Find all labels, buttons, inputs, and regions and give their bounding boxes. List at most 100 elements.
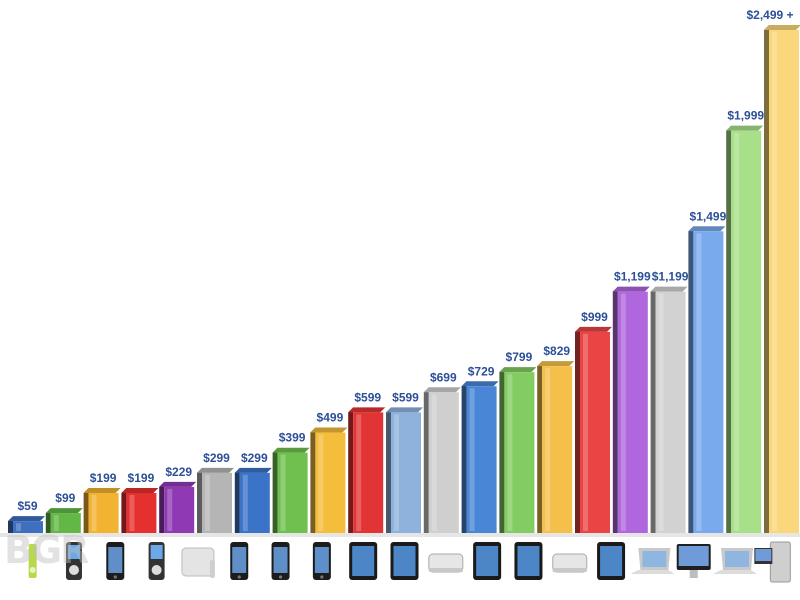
ipad-icon bbox=[514, 542, 543, 580]
mac-pro-icon bbox=[754, 541, 791, 583]
ipad-icon bbox=[597, 542, 626, 580]
value-label: $1,999 bbox=[727, 109, 764, 123]
bar-top bbox=[726, 125, 764, 131]
bar bbox=[688, 226, 726, 533]
bar-top bbox=[537, 361, 575, 367]
value-label: $299 bbox=[241, 451, 268, 465]
bar-top bbox=[310, 427, 348, 433]
bar-front bbox=[50, 513, 81, 533]
bar bbox=[348, 407, 386, 533]
bar-highlight bbox=[545, 368, 551, 531]
bar-top bbox=[8, 516, 45, 522]
value-label: $1,499 bbox=[690, 209, 727, 223]
bar-front bbox=[202, 472, 232, 533]
bar-side bbox=[575, 326, 580, 533]
bar-highlight bbox=[242, 474, 248, 531]
bar bbox=[537, 361, 575, 533]
value-label: $99 bbox=[55, 491, 75, 505]
bars-group bbox=[0, 25, 800, 537]
ipad-icon bbox=[349, 542, 378, 580]
iphone-icon bbox=[230, 542, 249, 580]
bar-highlight bbox=[734, 132, 740, 531]
bar-front bbox=[239, 472, 270, 533]
bar-highlight bbox=[91, 494, 97, 531]
ipod-nano-icon bbox=[65, 542, 82, 580]
bar bbox=[121, 487, 159, 533]
ipod-shuffle-icon bbox=[28, 544, 37, 578]
bgr-watermark: BGR bbox=[4, 528, 89, 572]
bar bbox=[8, 516, 45, 533]
value-label: $1,199 bbox=[614, 270, 651, 284]
mac-mini-icon bbox=[428, 553, 464, 573]
bar bbox=[423, 387, 461, 533]
bar-front bbox=[428, 392, 459, 533]
bar-front bbox=[88, 492, 119, 533]
bar-side bbox=[423, 387, 429, 533]
bar-side bbox=[499, 367, 505, 533]
value-label: $699 bbox=[430, 370, 457, 384]
bar-top bbox=[650, 286, 688, 292]
bar-highlight bbox=[167, 488, 173, 531]
bar-highlight bbox=[318, 434, 324, 531]
value-label: $299 bbox=[203, 451, 230, 465]
value-label: $999 bbox=[581, 310, 608, 324]
bar bbox=[499, 367, 537, 533]
bar-side bbox=[197, 467, 202, 533]
bar-front bbox=[769, 30, 799, 533]
bar-top bbox=[423, 387, 461, 393]
iphone-icon bbox=[271, 542, 290, 580]
value-label: $599 bbox=[354, 390, 381, 404]
bar-highlight bbox=[394, 414, 399, 531]
bar-side bbox=[650, 286, 656, 533]
bar-highlight bbox=[469, 388, 475, 531]
bar-front bbox=[580, 331, 610, 533]
bar-top bbox=[764, 25, 800, 30]
bar-top bbox=[83, 487, 121, 493]
bar-side bbox=[159, 481, 165, 533]
bar bbox=[234, 467, 272, 533]
bar-highlight bbox=[696, 233, 702, 531]
bar-side bbox=[461, 381, 467, 533]
bar-side bbox=[688, 226, 694, 533]
iphone-icon bbox=[106, 542, 125, 580]
bar-side bbox=[310, 427, 316, 533]
bar-front bbox=[504, 372, 535, 533]
bar bbox=[83, 487, 121, 533]
bar-front bbox=[731, 130, 762, 533]
bar-top bbox=[121, 487, 159, 493]
bar-front bbox=[164, 486, 195, 533]
bar bbox=[159, 481, 197, 533]
value-label: $599 bbox=[392, 390, 419, 404]
bar-top bbox=[348, 407, 386, 413]
value-label: $199 bbox=[90, 471, 117, 485]
bar-highlight bbox=[280, 454, 286, 531]
bar-highlight bbox=[507, 374, 513, 531]
bar-side bbox=[612, 286, 618, 533]
macbook-pro-icon bbox=[713, 548, 758, 574]
bar-front bbox=[13, 521, 43, 533]
bar bbox=[45, 508, 83, 533]
bar-front bbox=[315, 432, 346, 533]
bar-front bbox=[277, 452, 308, 533]
bar-side bbox=[121, 487, 127, 533]
ipad-icon bbox=[473, 542, 502, 580]
ipod-touch-icon bbox=[312, 542, 331, 580]
bar-front bbox=[126, 492, 157, 533]
bar-front bbox=[542, 366, 573, 533]
bar-side bbox=[45, 508, 51, 533]
bar-highlight bbox=[772, 32, 777, 531]
bar bbox=[461, 381, 499, 533]
value-label: $499 bbox=[317, 411, 344, 425]
bar-side bbox=[726, 125, 732, 533]
value-label: $729 bbox=[468, 364, 495, 378]
value-label: $199 bbox=[128, 471, 155, 485]
bar-top bbox=[386, 407, 423, 413]
bar-top bbox=[45, 508, 83, 514]
value-labels-group: $59 $99 $199 $199 $229 $299 $299 $399 $499 $599 $5… bbox=[17, 8, 793, 513]
bar-highlight bbox=[129, 494, 135, 531]
value-label: $229 bbox=[165, 465, 192, 479]
bar-side bbox=[234, 467, 240, 533]
bar-top bbox=[461, 381, 499, 387]
bar-highlight bbox=[658, 293, 664, 531]
